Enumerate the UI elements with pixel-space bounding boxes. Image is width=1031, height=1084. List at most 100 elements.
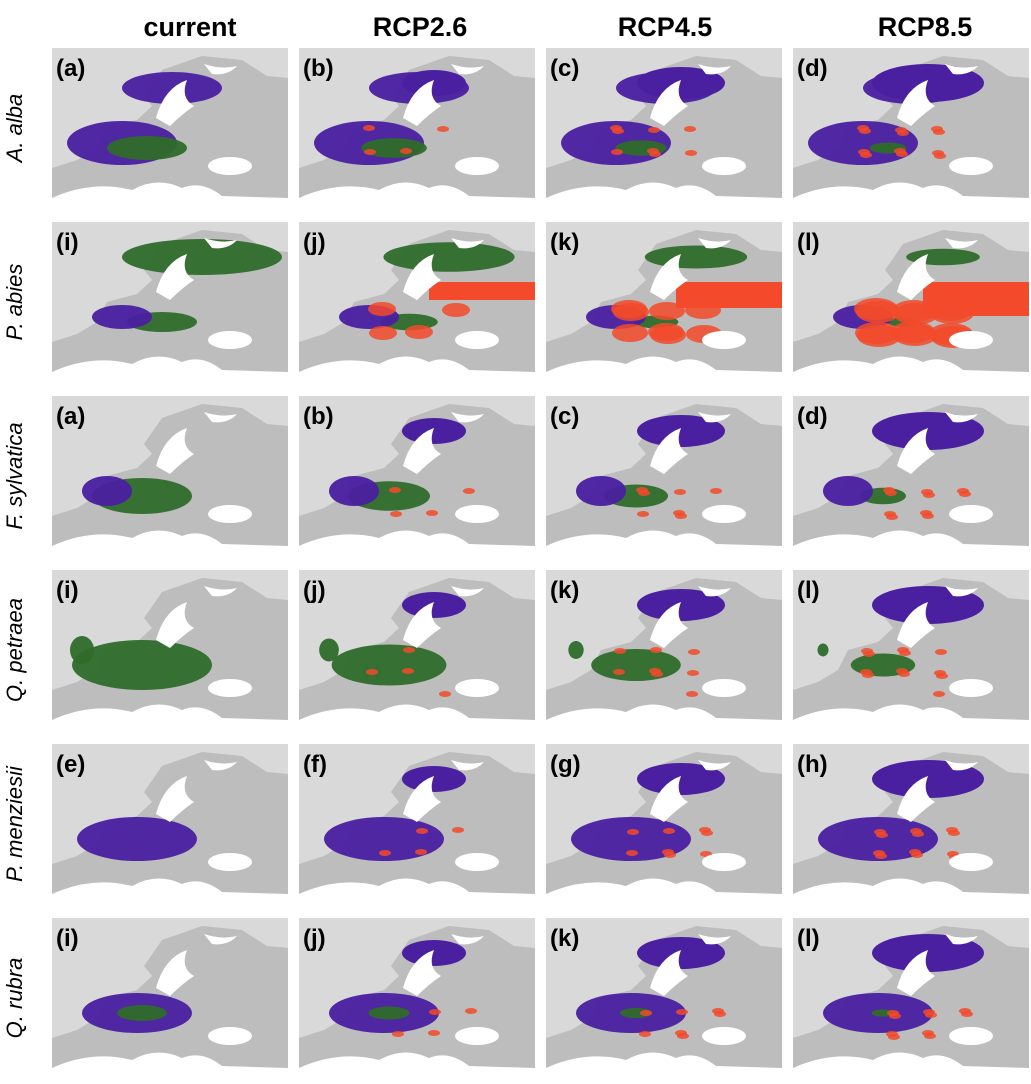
range-area: [817, 644, 828, 657]
loss-area: [415, 849, 427, 855]
loss-area: [684, 126, 696, 132]
loss-area: [688, 649, 700, 655]
loss-area: [439, 691, 451, 697]
column-header: RCP2.6: [373, 12, 468, 42]
map-panel: (k): [546, 918, 782, 1078]
map-panel: (g): [546, 744, 782, 904]
loss-area: [922, 513, 934, 519]
loss-area: [933, 691, 945, 697]
panel-label: (c): [550, 403, 579, 430]
loss-area: [924, 1033, 936, 1039]
map-panel: (b): [299, 396, 535, 556]
loss-area: [390, 511, 402, 517]
loss-area: [403, 647, 415, 653]
loss-area: [429, 282, 535, 300]
panel-label: (j): [303, 925, 326, 952]
loss-area: [686, 691, 698, 697]
map-panel: (l): [793, 222, 1029, 382]
range-area: [402, 418, 466, 444]
loss-area: [912, 831, 924, 837]
loss-area: [614, 648, 626, 654]
loss-area: [613, 303, 649, 321]
loss-area: [859, 128, 871, 134]
sea: [208, 1027, 252, 1045]
panel-label: (j): [303, 577, 326, 604]
species-label: P. menziesii: [2, 765, 27, 882]
map-panel: (d): [793, 48, 1029, 208]
loss-area: [428, 1030, 440, 1036]
range-area: [92, 305, 152, 329]
loss-area: [687, 670, 699, 676]
loss-area: [637, 511, 649, 517]
sea: [702, 157, 746, 175]
loss-area: [925, 1012, 937, 1018]
loss-area: [897, 130, 909, 136]
panel-label: (d): [797, 55, 828, 82]
sea: [455, 331, 499, 349]
loss-area: [886, 514, 898, 520]
panel-label: (b): [303, 403, 334, 430]
loss-area: [888, 1034, 900, 1040]
loss-area: [685, 150, 697, 156]
sea: [208, 331, 252, 349]
loss-area: [860, 152, 872, 158]
loss-area: [612, 324, 648, 342]
map-panel: (k): [546, 222, 782, 382]
loss-area: [649, 151, 661, 157]
loss-area: [379, 850, 391, 856]
panel-label: (d): [797, 403, 828, 430]
column-header: RCP4.5: [618, 12, 713, 42]
map-panel: (h): [793, 744, 1029, 904]
map-panel: (l): [793, 570, 1029, 730]
loss-area: [416, 828, 428, 834]
loss-area: [611, 149, 623, 155]
panel-label: (l): [797, 925, 820, 952]
map-panel: (c): [546, 396, 782, 556]
range-area: [77, 817, 197, 861]
sea: [208, 157, 252, 175]
loss-area: [426, 510, 438, 516]
loss-area: [429, 1009, 441, 1015]
loss-area: [961, 1011, 973, 1017]
sea: [455, 157, 499, 175]
loss-area: [959, 491, 971, 497]
range-area: [107, 136, 187, 160]
panel-label: (j): [303, 229, 326, 256]
panel-label: (l): [797, 229, 820, 256]
loss-area: [710, 488, 722, 494]
panel-label: (k): [550, 577, 579, 604]
loss-area: [368, 302, 396, 316]
column-header: RCP8.5: [878, 12, 973, 42]
loss-area: [366, 669, 378, 675]
loss-area: [885, 490, 897, 496]
loss-area: [400, 148, 412, 154]
range-area: [117, 1005, 167, 1021]
loss-area: [875, 853, 887, 859]
loss-area: [936, 673, 948, 679]
sea: [208, 505, 252, 523]
panel-label: (c): [550, 55, 579, 82]
species-label: P. abies: [2, 264, 27, 341]
sea: [949, 505, 993, 523]
loss-area: [863, 651, 875, 657]
loss-area: [648, 127, 660, 133]
map-panel: (l): [793, 918, 1029, 1078]
panel-label: (a): [56, 403, 85, 430]
loss-area: [639, 1031, 651, 1037]
range-area: [576, 476, 626, 506]
loss-area: [896, 151, 908, 157]
loss-area: [898, 671, 910, 677]
loss-area: [663, 828, 675, 834]
panel-label: (g): [550, 751, 581, 778]
map-panel: (i): [52, 570, 288, 730]
loss-area: [714, 1011, 726, 1017]
panel-label: (i): [56, 925, 79, 952]
loss-area: [856, 301, 900, 323]
loss-area: [452, 827, 464, 833]
panel-label: (l): [797, 577, 820, 604]
map-panel: (b): [299, 48, 535, 208]
species-label: Q. petraea: [2, 598, 27, 702]
loss-area: [676, 1009, 688, 1015]
loss-area: [364, 149, 376, 155]
loss-area: [369, 326, 397, 340]
